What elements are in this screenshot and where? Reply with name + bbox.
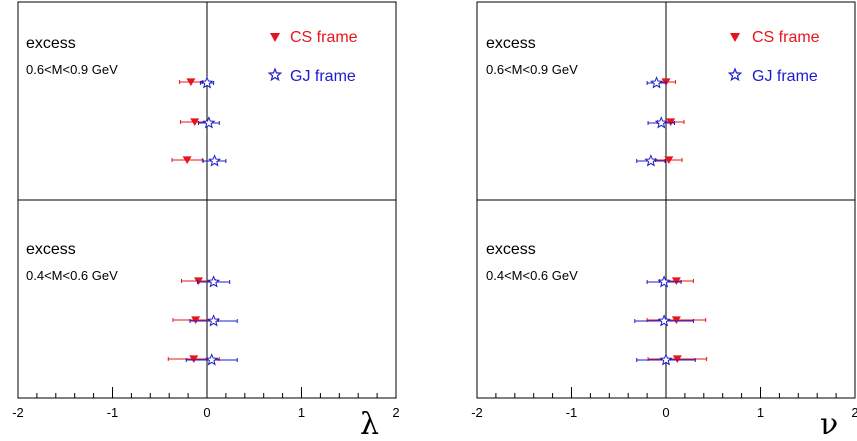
gj-point — [205, 353, 219, 366]
tick-label: -2 — [12, 405, 24, 420]
gj-point — [207, 275, 221, 288]
gj-point — [644, 154, 658, 167]
cs-point — [186, 78, 196, 87]
panel-subtitle-bottom: 0.4<M<0.6 GeV — [26, 268, 118, 283]
tick-label: 2 — [392, 405, 399, 420]
x-axis-symbol: ν — [820, 407, 838, 441]
cs-point — [664, 156, 674, 165]
legend: CS frame GJ frame — [727, 29, 820, 85]
cs-point — [672, 355, 682, 364]
gj-point — [650, 76, 664, 89]
panel-title-bottom: excess — [486, 241, 536, 258]
tick-label: 0 — [662, 405, 669, 420]
chart-lambda: excess 0.6<M<0.9 GeV excess 0.4<M<0.6 Ge… — [12, 1, 400, 441]
cs-point — [671, 277, 681, 286]
x-axis-symbol: λ — [360, 407, 379, 441]
panel-title-top: excess — [486, 35, 536, 52]
gj-point — [207, 314, 221, 327]
cs-point — [182, 156, 192, 165]
tick-label: 1 — [757, 405, 764, 420]
gj-point — [657, 275, 671, 288]
legend-marker-cs — [730, 33, 740, 42]
cs-point — [193, 277, 203, 286]
chart-nu: excess 0.6<M<0.9 GeV excess 0.4<M<0.6 Ge… — [471, 1, 857, 441]
gj-point — [657, 314, 671, 327]
legend-marker-gj — [267, 67, 283, 82]
x-axis: -2 -1 0 1 2 — [471, 387, 857, 420]
gj-point — [208, 154, 222, 167]
tick-label: -1 — [566, 405, 578, 420]
cs-point — [671, 316, 681, 325]
tick-label: 2 — [851, 405, 857, 420]
data-points — [167, 2, 238, 398]
gj-point — [200, 76, 214, 89]
tick-label: 1 — [298, 405, 305, 420]
cs-point — [191, 316, 201, 325]
gj-point — [202, 116, 216, 129]
panel-title-bottom: excess — [26, 241, 76, 258]
cs-point — [190, 118, 200, 127]
data-points — [634, 2, 708, 398]
cs-point — [666, 118, 676, 127]
cs-point — [189, 355, 199, 364]
legend-label-cs: CS frame — [752, 29, 820, 46]
panel-subtitle-top: 0.6<M<0.9 GeV — [486, 62, 578, 77]
panel-subtitle-top: 0.6<M<0.9 GeV — [26, 62, 118, 77]
gj-point — [654, 116, 668, 129]
legend-label-gj: GJ frame — [290, 68, 356, 85]
tick-label: 0 — [203, 405, 210, 420]
gj-point — [659, 353, 673, 366]
legend: CS frame GJ frame — [267, 29, 358, 85]
tick-label: -2 — [471, 405, 483, 420]
x-axis: -2 -1 0 1 2 — [12, 387, 400, 420]
panel-title-top: excess — [26, 35, 76, 52]
legend-label-cs: CS frame — [290, 29, 358, 46]
tick-label: -1 — [107, 405, 119, 420]
panel-subtitle-bottom: 0.4<M<0.6 GeV — [486, 268, 578, 283]
legend-label-gj: GJ frame — [752, 68, 818, 85]
legend-marker-gj — [727, 67, 743, 82]
legend-marker-cs — [270, 33, 280, 42]
